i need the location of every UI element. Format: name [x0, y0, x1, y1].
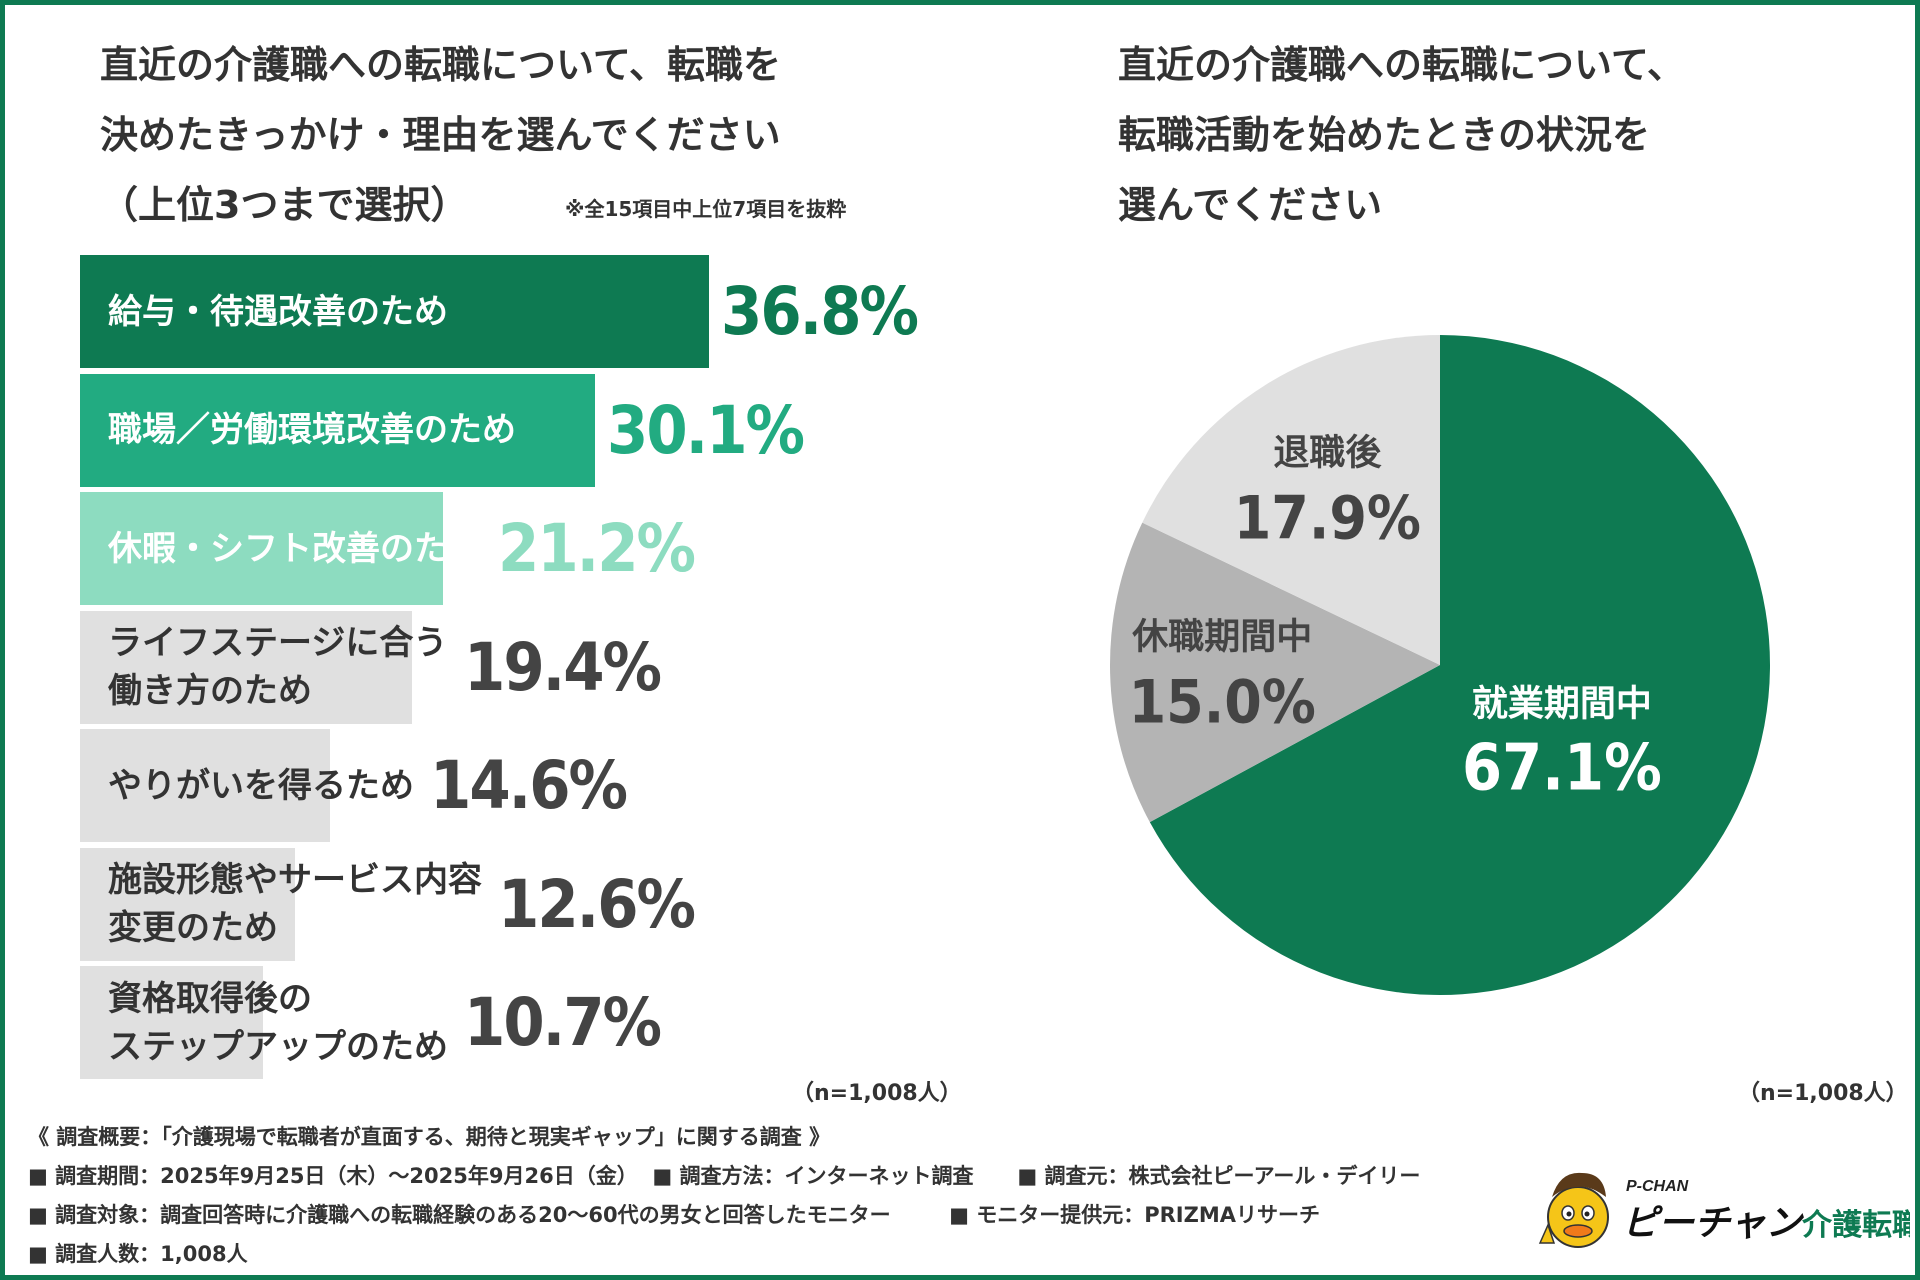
- footer-line: 《 調査概要：「介護現場で転職者が直面する、期待と現実ギャップ」に関する調査 》: [28, 1125, 831, 1149]
- bar-category-line: 施設形態やサービス内容: [108, 860, 482, 900]
- bar-category-line: 職場／労働環境改善のため: [108, 410, 516, 450]
- bar: [80, 847, 295, 961]
- bar: [80, 610, 412, 724]
- bar-value-label: 36.8%: [721, 273, 919, 350]
- bar: [80, 729, 330, 842]
- logo-suffix-text: 介護転職: [1801, 1208, 1910, 1243]
- bar: [80, 966, 263, 1079]
- brand-logo: P-CHAN ピーチャン 介護転職: [1538, 1172, 1910, 1248]
- bar: [80, 492, 443, 605]
- pie-value-label: 67.1%: [1462, 732, 1662, 806]
- bar-value-label: 12.6%: [498, 865, 696, 943]
- survey-summary: 《 調査概要：「介護現場で転職者が直面する、期待と現実ギャップ」に関する調査 》…: [28, 1118, 1528, 1274]
- bar-value-label: 21.2%: [498, 510, 696, 587]
- left-chart-title: 直近の介護職への転職について、転職を 決めたきっかけ・理由を選んでください （上…: [100, 30, 781, 240]
- pie-chart: 就業期間中 67.1% 休職期間中 15.0% 退職後 17.9%: [1110, 335, 1770, 995]
- right-title-line: 直近の介護職への転職について、: [1118, 43, 1685, 87]
- pie-slice-label: 就業期間中: [1472, 684, 1652, 725]
- pie-slice: [1142, 335, 1440, 665]
- bar-category-label: やりがいを得るため: [108, 729, 414, 842]
- logo-brand-text: ピーチャン: [1622, 1203, 1805, 1244]
- footer-line: ■ 調査人数：1,008人: [28, 1242, 248, 1266]
- bar-value-label: 30.1%: [607, 391, 805, 469]
- bar-category-label: ライフステージに合う 働き方のため: [108, 611, 447, 724]
- bar-category-line: 変更のため: [108, 908, 278, 948]
- bar-category-line: 休暇・シフト改善のため: [108, 528, 482, 569]
- bar-value-label: 10.7%: [464, 984, 662, 1061]
- left-chart-note: ※全15項目中上位7項目を抜粋: [565, 197, 847, 221]
- bar-category-label: 職場／労働環境改善のため: [108, 374, 516, 487]
- bar-category-label: 給与・待遇改善のため: [108, 255, 448, 368]
- pie-value-label: 17.9%: [1234, 483, 1421, 553]
- left-title-line: （上位3つまで選択）: [100, 183, 469, 227]
- bar-category-line: 働き方のため: [108, 671, 312, 711]
- left-title-line: 直近の介護職への転職について、転職を: [100, 43, 781, 87]
- left-title-line: 決めたきっかけ・理由を選んでください: [100, 113, 781, 157]
- right-chart-title: 直近の介護職への転職について、 転職活動を始めたときの状況を 選んでください: [1118, 30, 1685, 240]
- footer-line: ■ 調査期間：2025年9月25日（木）〜2025年9月26日（金） ■ 調査方…: [28, 1164, 1421, 1188]
- left-sample-size: （n=1,008人）: [792, 1081, 962, 1106]
- bar-category-label: 資格取得後のステップアップのため: [108, 966, 448, 1079]
- bar: [80, 255, 709, 368]
- pie-slice-label: 休職期間中: [1131, 616, 1312, 657]
- bar-value-label: 19.4%: [464, 628, 662, 706]
- pie-slice-label: 退職後: [1273, 432, 1382, 473]
- bar-category-line: ステップアップのため: [108, 1026, 448, 1067]
- bar-category-line: 給与・待遇改善のため: [108, 291, 448, 332]
- mascot-icon: [1538, 1172, 1609, 1248]
- bar-value-label: 14.6%: [430, 747, 628, 824]
- bar-category-line: やりがいを得るため: [108, 765, 414, 806]
- bar-category-label: 休暇・シフト改善のため: [108, 492, 482, 605]
- pie-slice: [1149, 335, 1770, 995]
- pie-slice: [1110, 522, 1440, 823]
- right-title-line: 選んでください: [1118, 183, 1383, 227]
- right-title-line: 転職活動を始めたときの状況を: [1118, 113, 1651, 157]
- bar-category-label: 施設形態やサービス内容 変更のため: [108, 848, 482, 961]
- pie-value-label: 15.0%: [1129, 667, 1316, 737]
- logo-small-text: P-CHAN: [1626, 1178, 1689, 1195]
- footer-line: ■ 調査対象：調査回答時に介護職への転職経験のある20〜60代の男女と回答したモ…: [28, 1203, 1320, 1227]
- bar: [80, 373, 595, 487]
- bar-category-line: 資格取得後の: [108, 978, 312, 1019]
- bar-category-line: ライフステージに合う: [108, 623, 448, 663]
- right-sample-size: （n=1,008人）: [1738, 1081, 1908, 1106]
